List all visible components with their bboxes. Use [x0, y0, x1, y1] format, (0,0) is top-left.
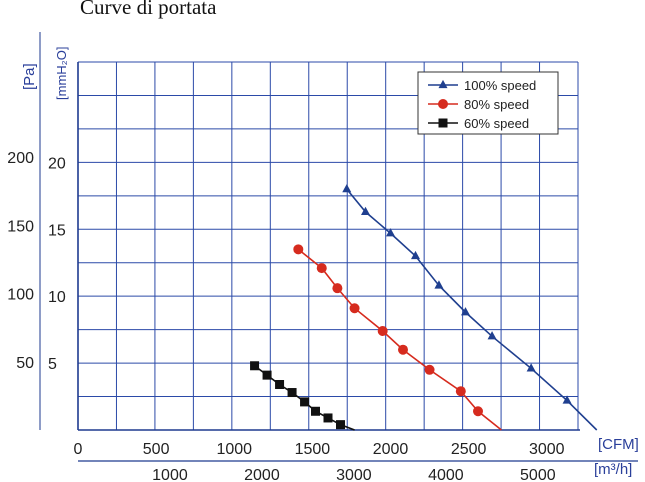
x-tick-label-cfm: 500: [143, 441, 170, 458]
data-point: [398, 344, 408, 355]
x-tick-label-m3h: 1000: [152, 467, 188, 482]
series-2: [250, 361, 355, 431]
data-point: [424, 364, 435, 375]
y-axis-pa-label: [Pa]: [21, 63, 38, 90]
x-tick-label-cfm: 3000: [529, 441, 565, 458]
legend-marker: [438, 99, 448, 109]
data-point: [262, 370, 272, 380]
series-line: [297, 248, 502, 431]
data-point: [287, 388, 297, 398]
data-point: [361, 206, 370, 215]
legend-label: 100% speed: [464, 78, 536, 93]
x-tick-label-m3h: 2000: [244, 467, 280, 482]
data-point: [275, 380, 285, 390]
data-point: [377, 325, 388, 336]
x-tick-label-cfm: 2500: [451, 441, 487, 458]
data-point: [386, 228, 395, 237]
y-tick-label-pa: 200: [7, 150, 34, 167]
series-1: [293, 244, 502, 431]
data-point: [487, 331, 497, 340]
axes: [39, 32, 638, 462]
x-axis-m3h-label: [m³/h]: [594, 461, 632, 478]
y-tick-label-mmh2o: 15: [48, 222, 66, 239]
data-point: [300, 397, 310, 407]
series-line: [346, 188, 598, 431]
legend-label: 80% speed: [464, 97, 529, 112]
x-tick-label-cfm: 1000: [216, 441, 252, 458]
legend-marker: [438, 79, 448, 89]
y-tick-label-pa: 100: [7, 287, 34, 304]
data-point: [473, 406, 483, 417]
data-point: [311, 406, 320, 416]
data-point: [336, 420, 345, 430]
y-tick-label-mmh2o: 5: [48, 356, 57, 373]
y-axis-mmh2o-label: [mmH₂O]: [54, 47, 69, 100]
data-point: [526, 363, 536, 372]
data-point: [250, 361, 260, 371]
x-tick-label-cfm: 1500: [295, 441, 331, 458]
legend-marker: [438, 118, 448, 128]
data-point: [461, 307, 470, 316]
series-0: [342, 183, 598, 431]
x-axis-cfm-label: [CFM]: [598, 436, 639, 453]
y-tick-label-mmh2o: 10: [48, 289, 66, 306]
x-tick-label-cfm: 0: [74, 441, 83, 458]
y-tick-label-mmh2o: 20: [48, 155, 66, 172]
chart-title: Curve di portata: [80, 0, 217, 19]
data-point: [332, 283, 343, 294]
x-tick-label-m3h: 4000: [428, 467, 464, 482]
data-point: [434, 280, 444, 289]
data-point: [349, 303, 360, 314]
data-point: [455, 386, 466, 397]
legend-label: 60% speed: [464, 116, 529, 131]
legend: 100% speed 80% speed 60% speed: [417, 71, 559, 135]
y-tick-label-pa: 50: [16, 355, 34, 372]
data-point: [411, 250, 420, 260]
data-point: [323, 413, 333, 423]
data-point: [342, 183, 352, 193]
series: [250, 183, 598, 431]
data-point: [293, 244, 304, 255]
data-point: [316, 263, 327, 274]
x-tick-label-cfm: 2000: [373, 441, 409, 458]
data-point: [562, 395, 572, 404]
x-tick-label-m3h: 3000: [336, 467, 372, 482]
y-tick-label-pa: 150: [7, 218, 34, 235]
x-tick-label-m3h: 5000: [520, 467, 556, 482]
